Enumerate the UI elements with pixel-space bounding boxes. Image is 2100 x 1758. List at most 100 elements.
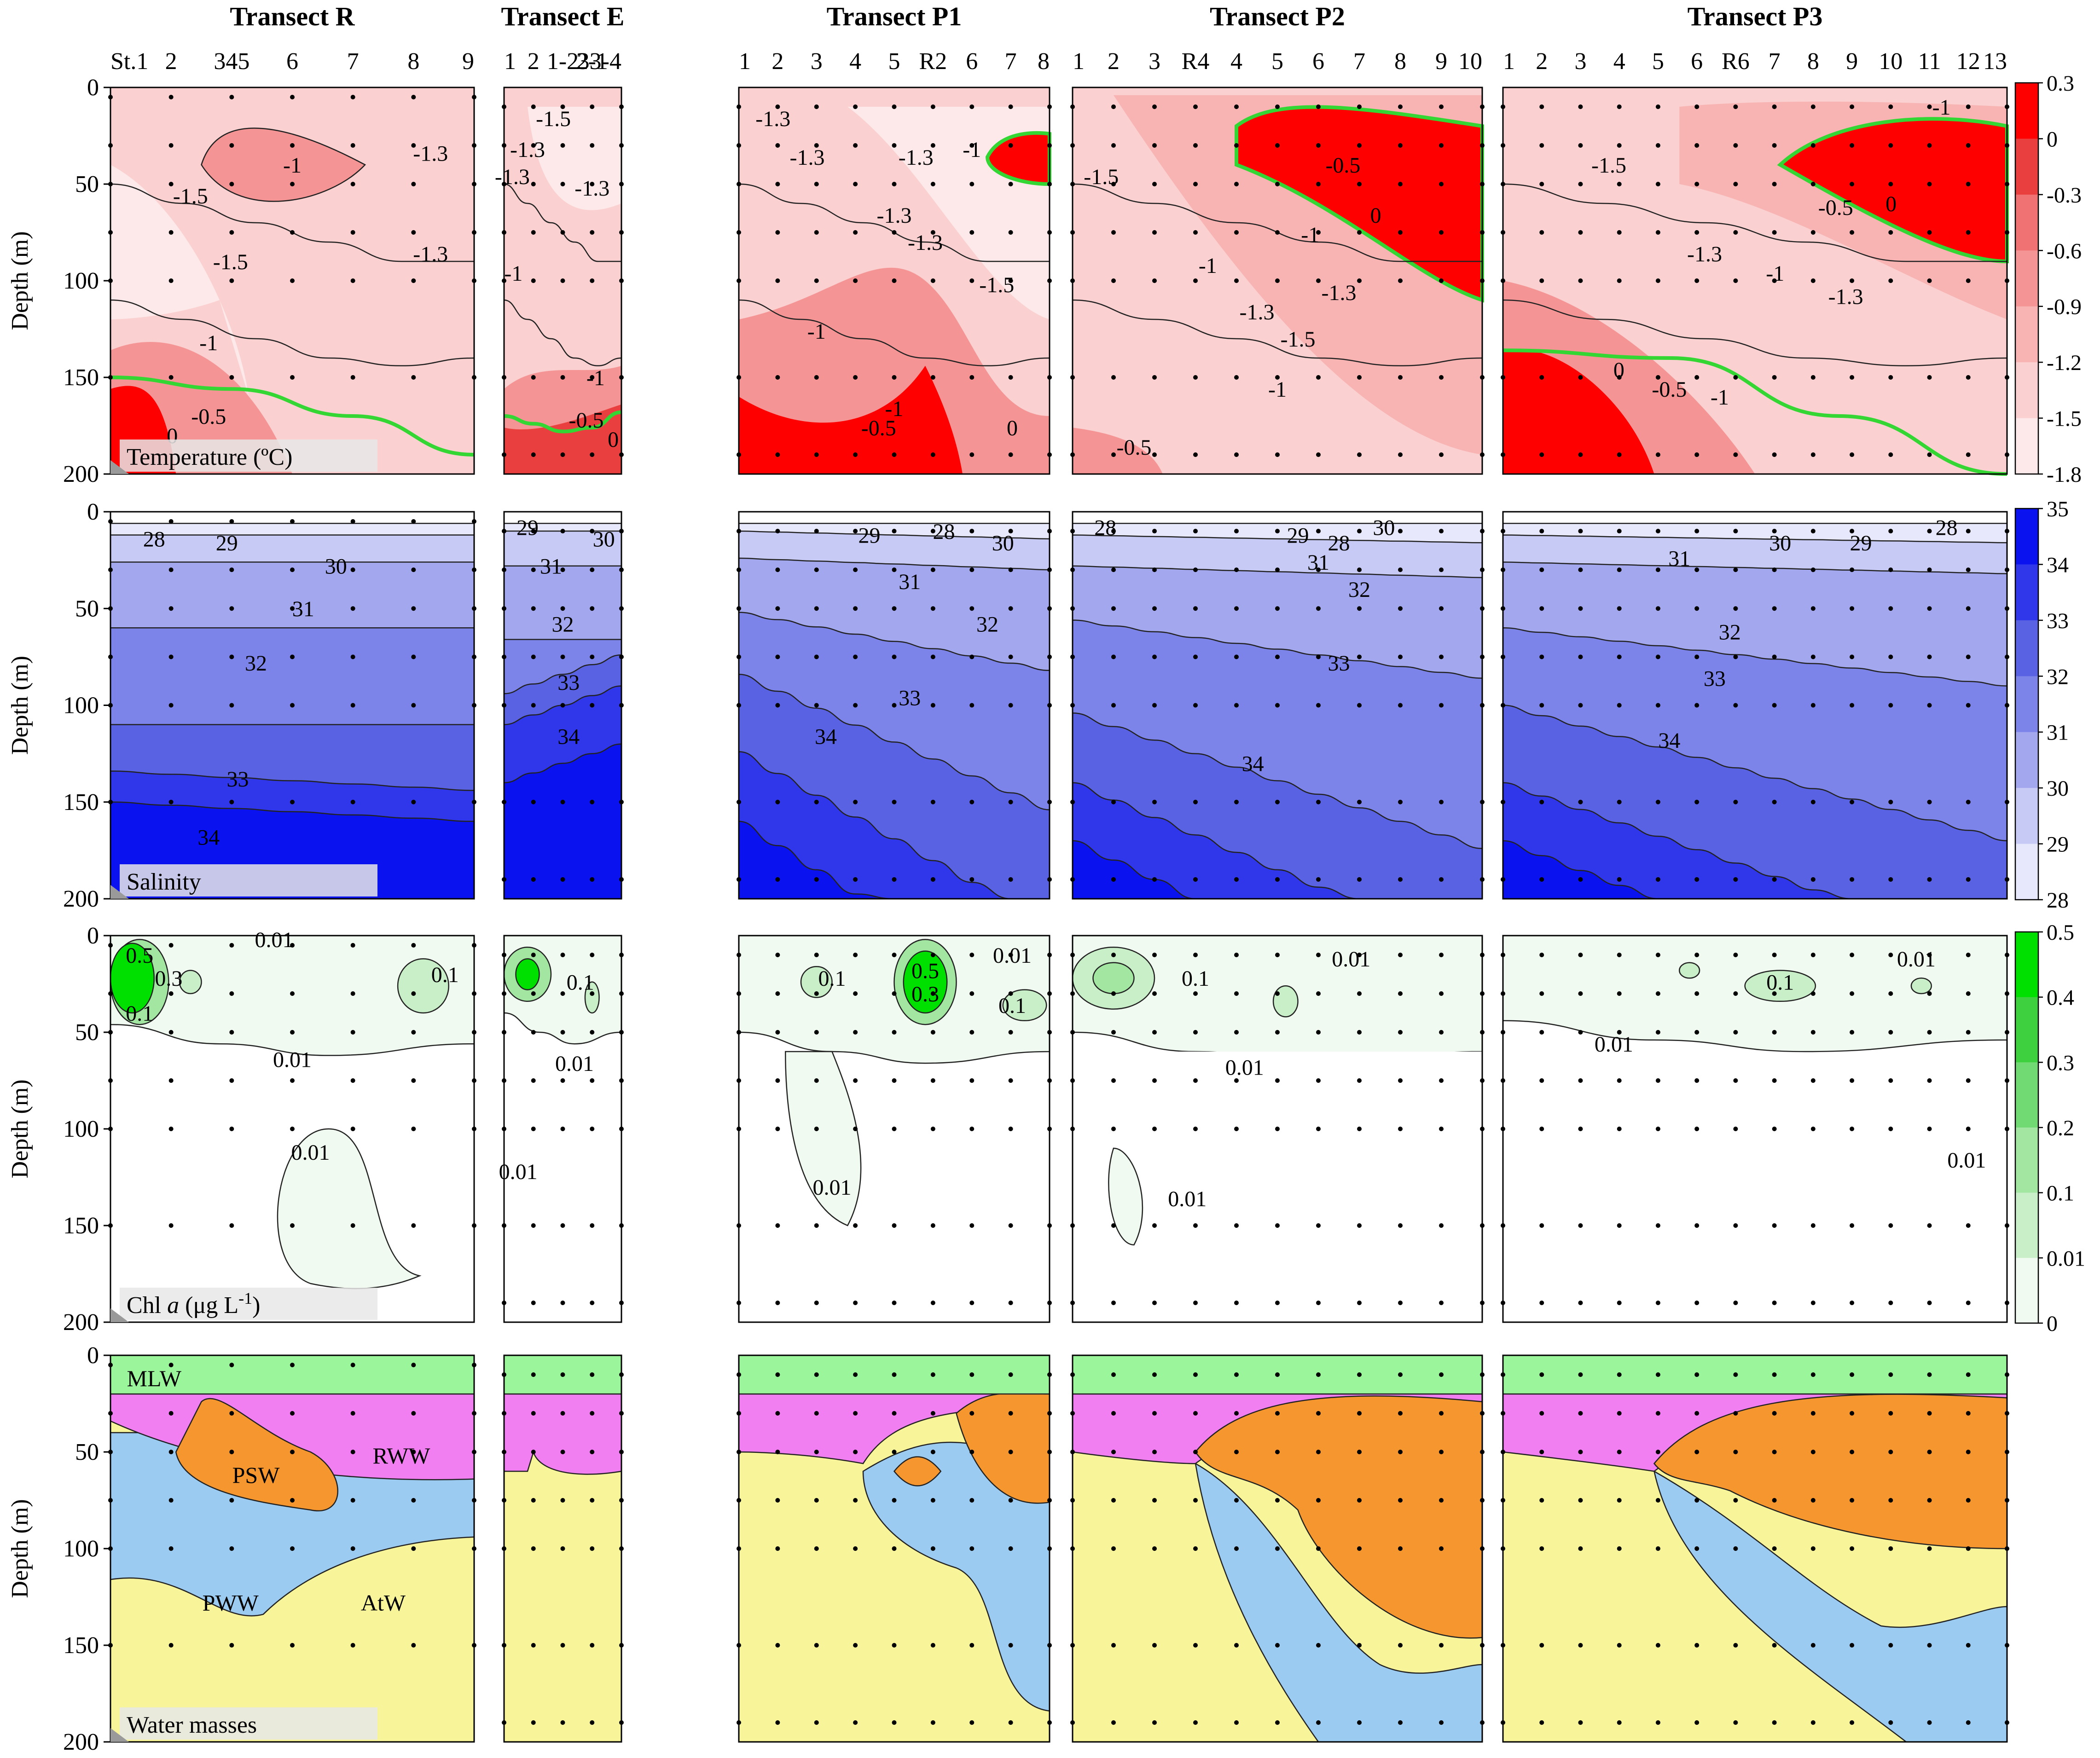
sample-point: [930, 278, 935, 283]
sample-point: [1439, 1546, 1444, 1551]
sample-point: [1810, 703, 1816, 708]
water-mass-RWW: [503, 1393, 622, 1475]
sample-point: [350, 1450, 355, 1454]
sample-point: [590, 1411, 595, 1416]
station-label: 5: [1271, 48, 1283, 75]
sample-point: [590, 1643, 595, 1648]
sample-point: [1008, 278, 1013, 283]
sample-point: [1850, 182, 1855, 186]
sample-point: [1152, 953, 1157, 957]
sample-point: [560, 703, 565, 708]
sample-point: [229, 654, 234, 659]
sample-point: [1617, 375, 1622, 380]
sample-point: [1316, 1078, 1321, 1083]
sample-point: [350, 278, 355, 283]
contour-label: -1: [885, 397, 904, 421]
sample-point: [1927, 104, 1932, 109]
sample-point: [1152, 1498, 1157, 1503]
contour-label: 28: [1936, 515, 1958, 540]
sample-point: [1316, 278, 1321, 283]
sample-point: [969, 1720, 975, 1725]
sample-point: [590, 1546, 595, 1551]
sample-point: [290, 1546, 295, 1551]
sample-point: [531, 1223, 536, 1228]
sample-point: [1357, 1450, 1362, 1454]
sample-point: [290, 1078, 295, 1083]
sample-point: [814, 143, 819, 148]
contour-label: -1.3: [510, 138, 545, 162]
sample-point: [1694, 1372, 1700, 1377]
sample-point: [1193, 375, 1198, 380]
sample-point: [1539, 529, 1544, 534]
contour-label: 29: [859, 523, 881, 548]
sample-point: [1578, 1127, 1583, 1131]
sample-point: [1694, 799, 1700, 804]
row-label-box: [120, 440, 377, 472]
sample-point: [531, 1643, 536, 1648]
sample-point: [1578, 452, 1583, 457]
colorbar-tick-label: 0: [2047, 127, 2058, 151]
sample-point: [1539, 654, 1544, 659]
colorbar-tick-label: 0.4: [2047, 986, 2074, 1010]
sample-point: [1694, 606, 1700, 611]
station-label: 1: [1073, 48, 1085, 75]
sample-point: [1398, 1127, 1403, 1131]
sample-point: [1439, 799, 1444, 804]
sample-point: [1733, 182, 1738, 186]
sample-point: [1850, 104, 1855, 109]
sample-point: [1617, 567, 1622, 573]
water-mass-panel-R: MLW RWW PSW PWW AtW: [108, 1354, 476, 1743]
sample-point: [1850, 1411, 1855, 1416]
sample-point: [560, 104, 565, 109]
sample-point: [1008, 1643, 1013, 1648]
sample-point: [1234, 991, 1239, 996]
sample-point: [1316, 1030, 1321, 1035]
panel-frame: [738, 935, 1050, 1323]
sample-point: [814, 877, 819, 882]
sample-point: [411, 278, 416, 283]
sample-point: [775, 1127, 780, 1131]
sample-point: [1111, 230, 1116, 235]
sample-point: [1539, 1030, 1544, 1035]
sample-point: [590, 143, 595, 148]
sample-point: [1694, 1450, 1700, 1454]
panel-frame: [503, 1354, 622, 1743]
contour-label: 0: [1007, 416, 1018, 440]
sample-point: [814, 1030, 819, 1035]
sample-point: [1733, 877, 1738, 882]
sample-point: [930, 877, 935, 882]
sample-point: [1850, 1498, 1855, 1503]
contour-label: -1: [1711, 385, 1729, 410]
sample-point: [853, 278, 858, 283]
sample-point: [1772, 877, 1777, 882]
sample-point: [892, 1127, 897, 1131]
sample-point: [892, 654, 897, 659]
sample-point: [1694, 1127, 1700, 1131]
sample-point: [1357, 654, 1362, 659]
sample-point: [560, 567, 565, 573]
panel-frame: [1072, 935, 1483, 1323]
sample-point: [1398, 953, 1403, 957]
sample-point: [1810, 104, 1816, 109]
sample-point: [350, 230, 355, 235]
station-label: 5: [1652, 48, 1664, 75]
panel-frame: [1502, 87, 2008, 475]
sample-point: [1733, 1223, 1738, 1228]
sample-point: [560, 1546, 565, 1551]
sample-point: [1398, 1301, 1403, 1305]
contour-label: 29: [1850, 531, 1872, 555]
sample-point: [590, 104, 595, 109]
y-tick-label: 100: [63, 268, 99, 294]
sample-point: [1152, 278, 1157, 283]
contour-label: -0.5: [1325, 153, 1360, 178]
sample-point: [290, 1498, 295, 1503]
contour-label: -1.5: [213, 250, 248, 274]
colorbar-chla: 0.5 0.4 0.3 0.2 0.1 0.01 0: [2014, 920, 2085, 1336]
sample-point: [1694, 182, 1700, 186]
sample-point: [1111, 182, 1116, 186]
transect-title-P1: Transect P1: [827, 1, 962, 31]
sample-point: [853, 1450, 858, 1454]
panel-frame: [1072, 87, 1483, 475]
sample-point: [531, 567, 536, 573]
sample-point: [1439, 230, 1444, 235]
